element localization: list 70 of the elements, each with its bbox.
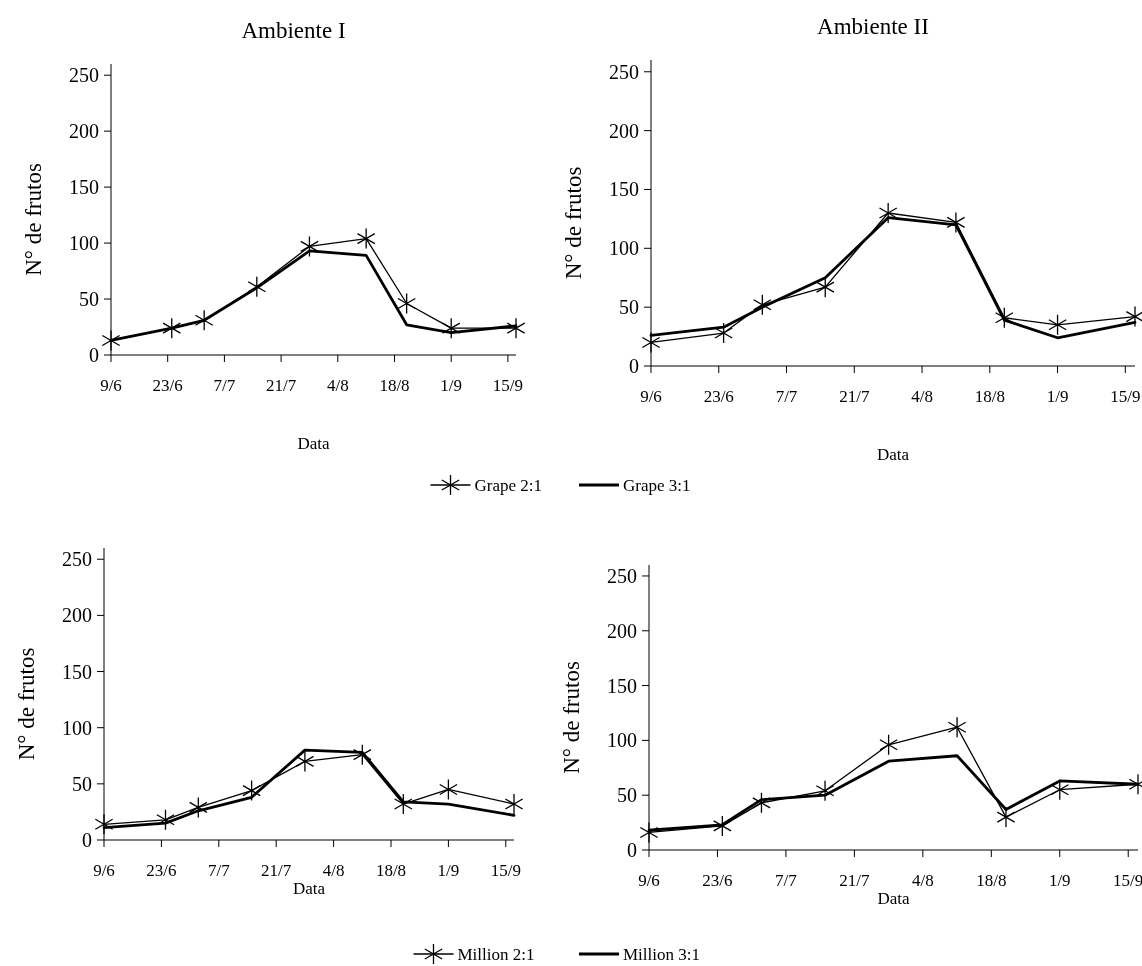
- x-tick-label: 1/9: [1046, 387, 1069, 406]
- x-tick-label: 15/9: [1113, 871, 1142, 890]
- x-axis-title: Data: [292, 879, 326, 898]
- y-tick-label: 50: [617, 784, 637, 807]
- y-tick-label: 200: [609, 119, 639, 142]
- y-tick-label: 50: [619, 296, 639, 319]
- y-tick-label: 0: [627, 839, 637, 861]
- chart-title: Ambiente II: [817, 14, 929, 39]
- x-tick-label: 1/9: [440, 376, 463, 395]
- x-tick-label: 7/7: [213, 376, 236, 395]
- y-tick-label: 200: [69, 120, 99, 143]
- y-tick-label: 100: [609, 237, 639, 260]
- legend-label: Million 2:1: [457, 945, 535, 964]
- y-tick-label: 250: [607, 564, 637, 587]
- x-tick-label: 18/8: [976, 871, 1007, 890]
- x-axis-title: Data: [877, 889, 910, 908]
- y-tick-label: 150: [609, 178, 639, 201]
- x-tick-label: 7/7: [775, 871, 798, 890]
- y-tick-label: 100: [62, 716, 92, 739]
- x-tick-label: 7/7: [207, 861, 231, 880]
- x-tick-label: 21/7: [839, 871, 870, 890]
- x-tick-label: 9/6: [640, 387, 662, 406]
- x-tick-label: 18/8: [974, 387, 1005, 406]
- y-tick-label: 100: [69, 232, 99, 255]
- y-tick-label: 100: [607, 729, 637, 752]
- y-axis-title: N° de frutos: [559, 661, 584, 774]
- x-tick-label: 23/6: [152, 376, 183, 395]
- x-tick-label: 9/6: [638, 871, 660, 890]
- y-tick-label: 50: [79, 288, 99, 311]
- legend-label: Million 3:1: [623, 945, 700, 964]
- x-tick-label: 1/9: [1048, 871, 1071, 890]
- x-axis-title: Data: [876, 445, 910, 464]
- y-tick-label: 250: [62, 548, 92, 571]
- y-tick-label: 0: [82, 829, 92, 851]
- x-tick-label: 18/8: [379, 376, 410, 395]
- x-tick-label: 4/8: [322, 861, 345, 880]
- y-tick-label: 150: [607, 674, 637, 697]
- chart-title: Ambiente I: [241, 18, 346, 43]
- y-tick-label: 250: [609, 60, 639, 83]
- legend-label: Grape 2:1: [474, 476, 543, 495]
- x-tick-label: 21/7: [265, 376, 297, 395]
- x-tick-label: 15/9: [490, 861, 521, 880]
- y-tick-label: 250: [69, 64, 99, 87]
- y-tick-label: 150: [69, 176, 99, 199]
- y-tick-label: 0: [629, 355, 639, 377]
- x-tick-label: 21/7: [839, 387, 870, 406]
- x-tick-label: 23/6: [146, 861, 177, 880]
- x-tick-label: 9/6: [93, 861, 115, 880]
- x-tick-label: 18/8: [375, 861, 407, 880]
- x-tick-label: 4/8: [911, 871, 934, 890]
- x-tick-label: 23/6: [702, 871, 733, 890]
- x-tick-label: 23/6: [703, 387, 734, 406]
- x-tick-label: 4/8: [911, 387, 933, 406]
- y-tick-label: 50: [72, 772, 92, 795]
- y-axis-title: N° de frutos: [21, 163, 46, 276]
- y-tick-label: 200: [62, 604, 92, 627]
- y-axis-title: N° de frutos: [14, 647, 39, 761]
- x-tick-label: 21/7: [261, 861, 292, 880]
- x-tick-label: 4/8: [326, 376, 349, 395]
- x-tick-label: 1/9: [437, 861, 460, 880]
- legend-label: Grape 3:1: [623, 476, 691, 495]
- y-tick-label: 200: [607, 619, 637, 642]
- x-tick-label: 7/7: [775, 387, 798, 406]
- x-axis-title: Data: [297, 434, 330, 453]
- x-tick-label: 15/9: [492, 376, 524, 395]
- y-tick-label: 0: [89, 344, 99, 366]
- y-tick-label: 150: [62, 660, 92, 683]
- x-tick-label: 9/6: [100, 376, 122, 395]
- x-tick-label: 15/9: [1110, 387, 1141, 406]
- y-axis-title: N° de frutos: [561, 166, 586, 280]
